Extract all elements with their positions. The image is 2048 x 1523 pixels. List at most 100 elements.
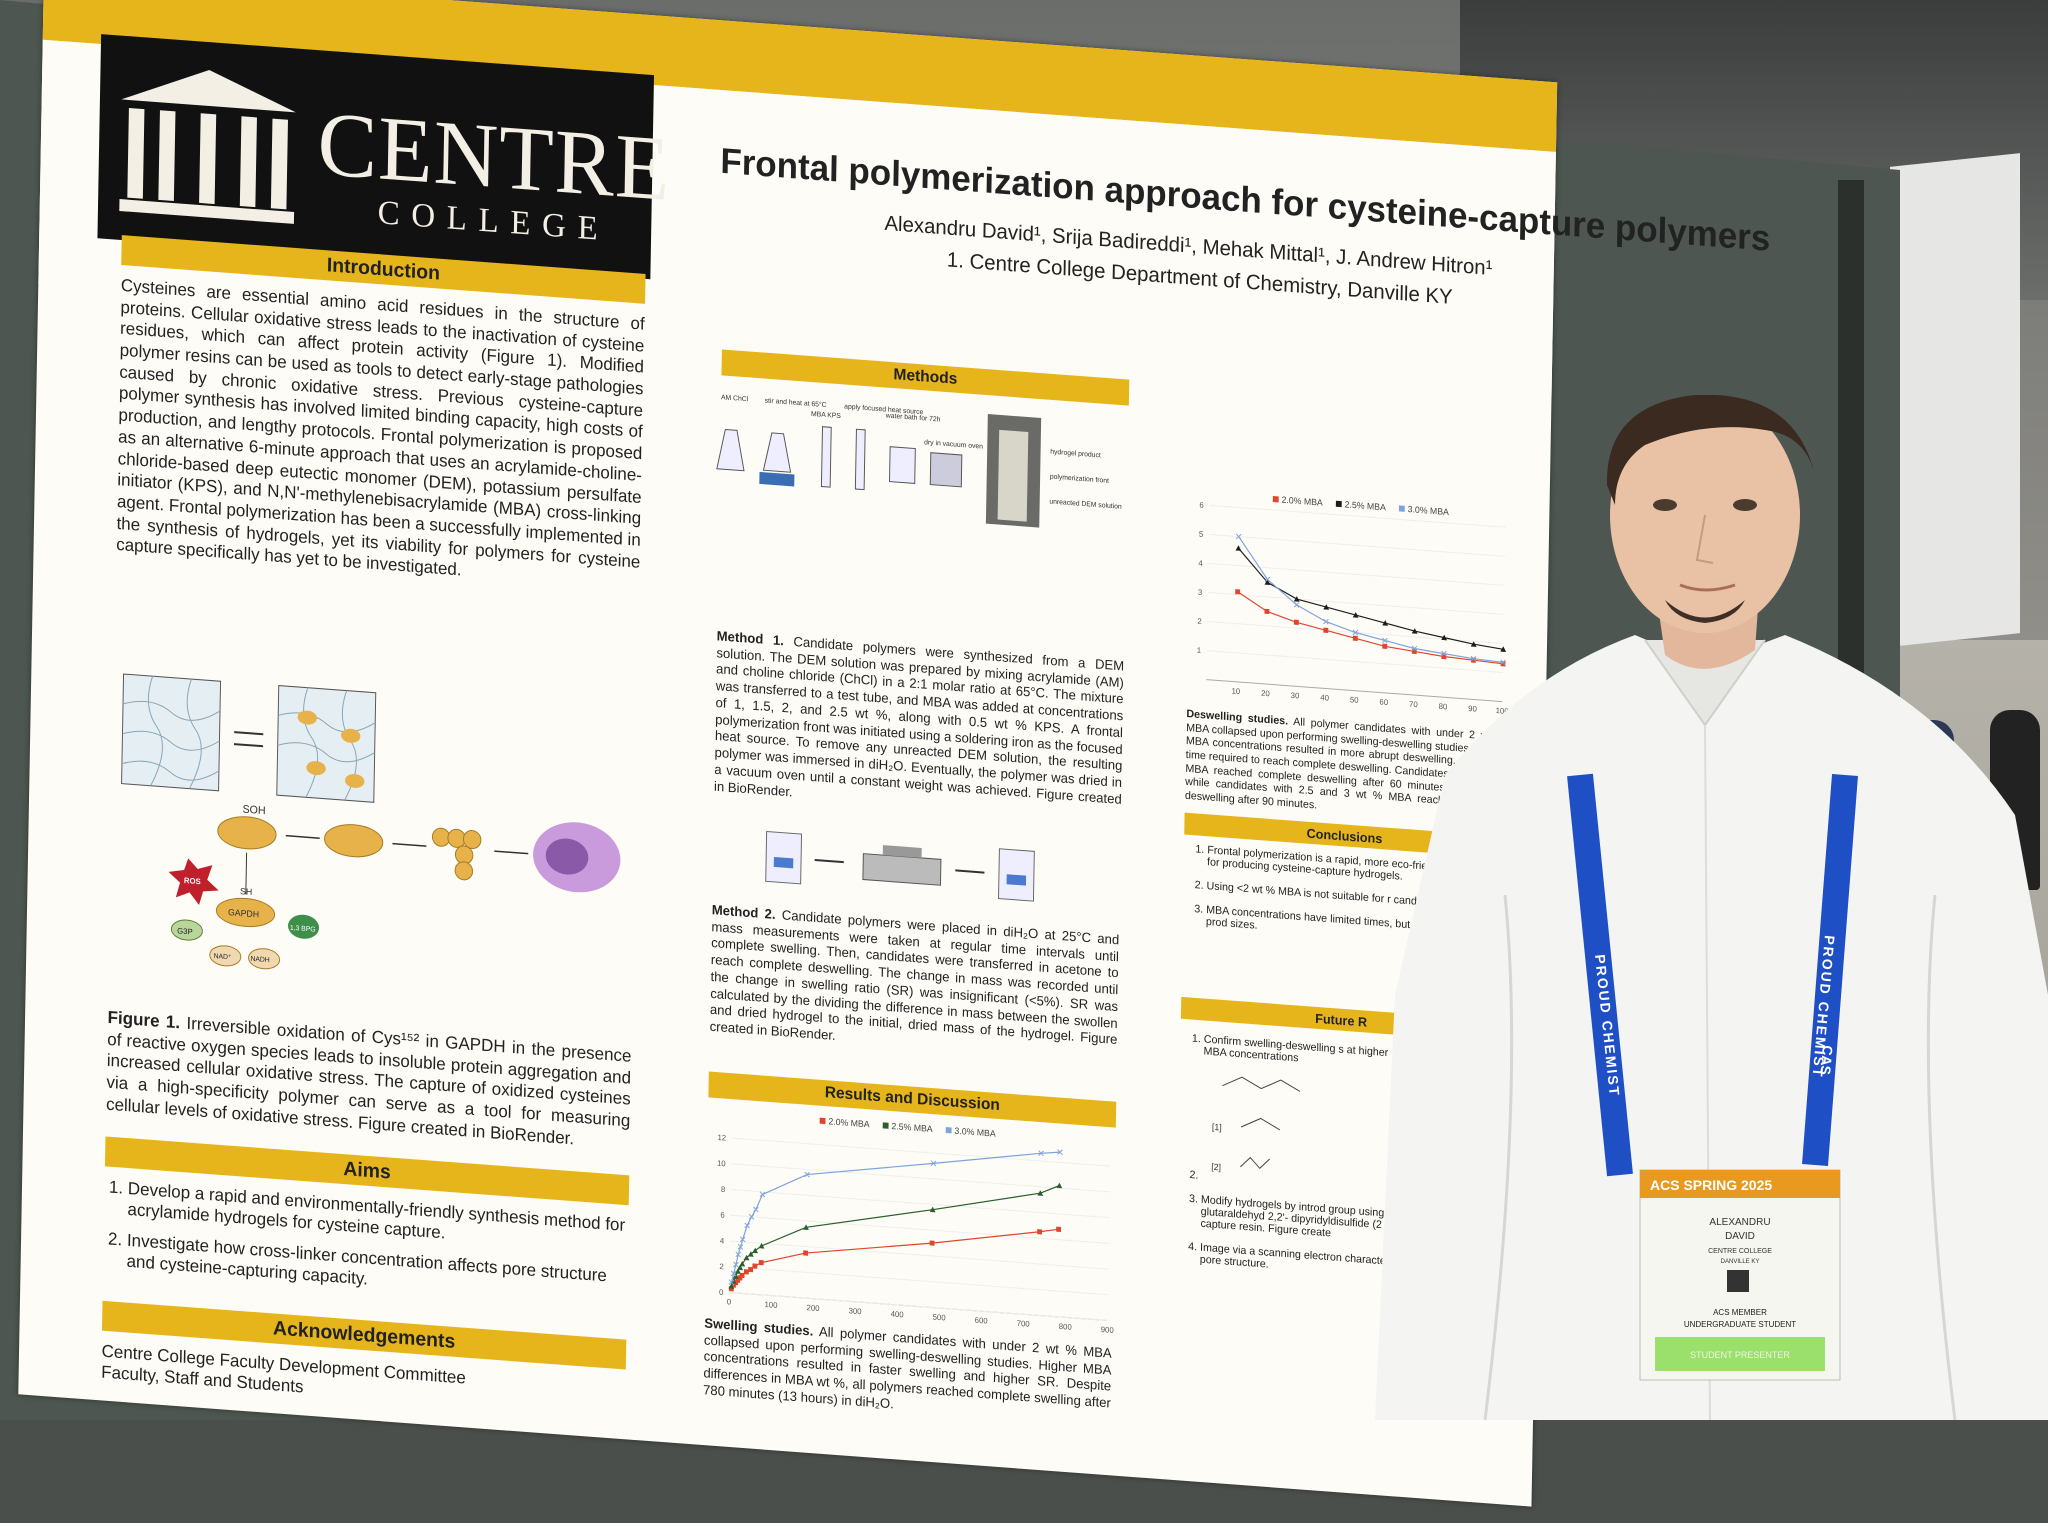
series-line-1: [1238, 547, 1504, 650]
legend-entry-0: 2.0% MBA: [1281, 495, 1323, 508]
photo-label-1: hydrogel product: [1050, 449, 1101, 460]
x-tick-label-8: 90: [1468, 704, 1477, 714]
nad-label: NAD⁺: [214, 953, 232, 961]
series-line-0: [1237, 591, 1504, 665]
x-tick-label-4: 50: [1350, 695, 1359, 705]
x-tick-label-3: 300: [849, 1306, 863, 1316]
point-0-6: [743, 1269, 749, 1275]
reaction-1-label: [1]: [1212, 1122, 1222, 1133]
point-1-9: [1500, 646, 1507, 652]
point-0-11: [929, 1240, 935, 1246]
badge-first-name: ALEXANDRU: [1709, 1217, 1770, 1228]
point-2-3: [1323, 618, 1329, 625]
point-1-3: [734, 1268, 741, 1274]
x-tick-label-3: 40: [1320, 693, 1329, 703]
point-1-0: [728, 1283, 735, 1289]
point-2-4: [737, 1243, 744, 1250]
x-tick-label-9: 100: [1496, 706, 1510, 716]
step-6-label: dry in vacuum oven: [924, 439, 983, 450]
legend-entry-0: 2.0% MBA: [828, 1116, 870, 1129]
legend-swatch-1: [1335, 500, 1342, 508]
point-1-6: [743, 1254, 750, 1261]
point-1-7: [747, 1251, 754, 1257]
gridline-2: [730, 1240, 1109, 1270]
nadh-label: NADH: [250, 956, 269, 965]
method2-body: Candidate polymers were placed in diH₂O …: [709, 906, 1120, 1048]
x-tick-label-5: 500: [933, 1312, 947, 1322]
y-tick-label-4: 5: [1199, 530, 1204, 539]
results-body: All polymer candidates with under 2 wt %…: [702, 1323, 1112, 1412]
point-1-4: [1352, 612, 1359, 618]
legend-entry-1: 2.5% MBA: [891, 1121, 933, 1134]
point-2-5: [739, 1236, 746, 1243]
legend-entry-2: 3.0% MBA: [954, 1126, 996, 1139]
gridline-3: [730, 1214, 1109, 1244]
method2-illustration: [765, 830, 1035, 902]
point-1-6: [1411, 628, 1418, 634]
x-tick-label-7: 700: [1017, 1319, 1031, 1329]
gridline-2: [1208, 591, 1504, 615]
lanyard-brand: CAS: [1817, 1045, 1836, 1076]
photo-label-3: unreacted DEM solution: [1049, 498, 1122, 510]
step-1-label: AM ChCl: [721, 394, 749, 403]
x-tick-label-2: 200: [806, 1303, 820, 1313]
point-0-12: [1037, 1229, 1043, 1235]
future-reaction-schemes: [1] [2]: [1211, 1076, 1301, 1172]
point-0-2: [1293, 619, 1299, 625]
point-2-6: [1411, 645, 1418, 652]
method1-text: Method 1. Candidate polymers were synthe…: [714, 628, 1124, 825]
point-1-2: [1293, 596, 1300, 602]
methods-step-illustration: AM ChCl stir and heat at 65°C MBA KPS ap…: [716, 394, 1122, 528]
step-2-label: stir and heat at 65°C: [765, 396, 827, 409]
x-tick-label-2: 30: [1291, 691, 1300, 701]
point-0-0: [1235, 589, 1241, 595]
x-tick-label-0: 10: [1231, 686, 1240, 696]
point-2-9: [1500, 659, 1506, 666]
legend-entry-2: 3.0% MBA: [1408, 504, 1450, 517]
point-1-11: [929, 1206, 936, 1213]
badge-member-line: ACS MEMBER: [1713, 1308, 1767, 1317]
future-research-list: Confirm swelling-deswelling s at higher …: [1176, 1032, 1413, 1293]
point-2-6: [744, 1222, 751, 1229]
y-tick-label-2: 3: [1198, 588, 1203, 597]
point-1-9: [758, 1242, 765, 1249]
gridline-5: [1209, 504, 1506, 528]
gridline-3: [1208, 562, 1505, 586]
legend-swatch-2: [1398, 505, 1405, 512]
point-2-11: [930, 1160, 937, 1167]
temple-icon: [119, 63, 297, 226]
point-0-9: [758, 1259, 764, 1266]
x-tick-label-5: 60: [1379, 697, 1388, 707]
method1-body: Candidate polymers were synthesized from…: [713, 633, 1125, 807]
point-1-13: [1056, 1182, 1063, 1189]
soh-label: SOH: [242, 803, 265, 817]
legend-swatch-1: [882, 1122, 889, 1129]
point-2-7: [1441, 650, 1447, 657]
x-tick-label-4: 400: [891, 1309, 905, 1319]
photo-label-2: polymerization front: [1050, 473, 1109, 484]
point-1-0: [1235, 545, 1242, 551]
y-tick-label-3: 6: [720, 1210, 725, 1219]
series-line-2: [1238, 536, 1504, 663]
point-1-5: [739, 1260, 746, 1267]
x-tick-label-9: 900: [1101, 1325, 1115, 1335]
step-3-label: MBA KPS: [811, 411, 841, 420]
method2-text: Method 2. Candidate polymers were placed…: [710, 902, 1120, 1066]
point-2-10: [804, 1171, 810, 1178]
point-0-7: [748, 1266, 754, 1273]
x-tick-label-1: 100: [764, 1300, 778, 1310]
point-2-1: [730, 1270, 737, 1277]
legend-entry-1: 2.5% MBA: [1345, 499, 1387, 512]
point-2-0: [1235, 533, 1242, 540]
step-5-label: water bath for 72h: [885, 412, 941, 423]
point-0-4: [1352, 635, 1358, 641]
point-2-2: [733, 1261, 739, 1268]
y-tick-label-0: 1: [1197, 646, 1201, 655]
x-tick-label-1: 20: [1261, 689, 1270, 699]
legend-swatch-0: [1272, 496, 1279, 503]
x-axis: [1206, 679, 1503, 703]
y-tick-label-1: 2: [1197, 617, 1201, 626]
point-0-8: [752, 1263, 758, 1269]
point-0-13: [1056, 1226, 1062, 1232]
point-1-7: [1441, 634, 1448, 641]
